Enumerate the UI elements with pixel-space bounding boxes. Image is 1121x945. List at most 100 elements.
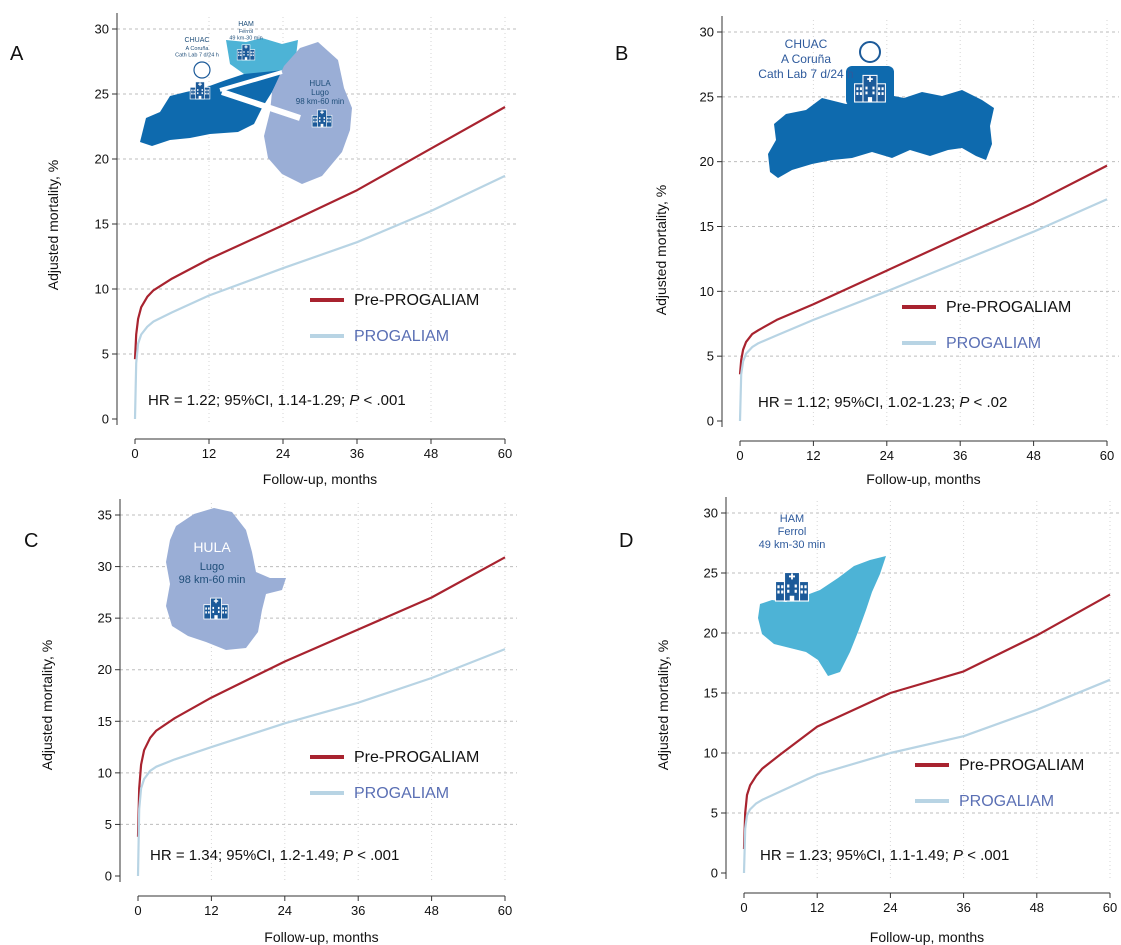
y-tick-label: 25 xyxy=(95,87,109,102)
window xyxy=(222,611,224,614)
y-axis-title: Adjusted mortality, % xyxy=(653,185,669,315)
y-tick-label: 15 xyxy=(700,219,714,234)
window xyxy=(238,54,240,56)
y-tick-label: 0 xyxy=(105,869,112,884)
legend: Pre-PROGALIAM PROGALIAM xyxy=(310,292,479,345)
hazard-ratio-annotation: HR = 1.22; 95%CI, 1.14-1.29; P < .001 xyxy=(148,392,406,409)
map-label-ham: 49 km-30 min xyxy=(229,36,262,42)
cross-icon xyxy=(321,110,323,115)
y-tick-label: 30 xyxy=(98,559,112,574)
series-line-progaliam xyxy=(738,198,1108,422)
x-axis-title: Follow-up, months xyxy=(263,471,377,487)
y-tick-label: 10 xyxy=(700,284,714,299)
x-tick-label: 12 xyxy=(202,446,216,461)
map-label-ham: 49 km-30 min xyxy=(759,539,826,551)
y-tick-label: 15 xyxy=(95,217,109,232)
route-arrow xyxy=(219,70,283,92)
x-axis-title: Follow-up, months xyxy=(866,471,980,487)
window xyxy=(208,611,210,614)
series-line-pre-progaliam xyxy=(133,106,506,360)
window xyxy=(323,117,325,119)
map-label-chuac: CHUAC xyxy=(785,37,828,51)
window xyxy=(800,590,803,594)
coruna-province-shape xyxy=(768,90,994,178)
ham-hospital-icon xyxy=(774,571,810,602)
p-value-symbol: P xyxy=(349,392,359,409)
window xyxy=(878,92,881,95)
window xyxy=(197,89,199,91)
series-line-progaliam xyxy=(136,648,506,877)
y-tick-label: 0 xyxy=(102,412,109,427)
window xyxy=(865,91,868,95)
y-tick-label: 10 xyxy=(95,282,109,297)
window xyxy=(859,87,862,91)
x-tick-label: 60 xyxy=(498,446,512,461)
series-line-pre-progaliam xyxy=(738,164,1108,375)
ham-hospital-icon xyxy=(236,44,256,61)
window xyxy=(319,117,321,119)
window xyxy=(327,117,329,120)
x-tick-label: 24 xyxy=(278,903,292,918)
window xyxy=(787,589,790,593)
door xyxy=(789,595,795,601)
door xyxy=(214,615,218,619)
window xyxy=(800,585,803,589)
y-axis-title: Adjusted mortality, % xyxy=(45,160,61,290)
window xyxy=(878,87,881,91)
y-tick-label: 5 xyxy=(707,349,714,364)
window xyxy=(193,92,195,95)
window xyxy=(247,51,249,53)
x-tick-label: 36 xyxy=(953,448,967,463)
x-tick-label: 48 xyxy=(424,903,438,918)
window xyxy=(881,87,884,91)
series-line-pre-progaliam xyxy=(742,593,1111,850)
x-tick-label: 0 xyxy=(131,446,138,461)
series-line-pre-progaliam xyxy=(136,556,506,837)
x-tick-label: 36 xyxy=(351,903,365,918)
y-tick-label: 25 xyxy=(704,566,718,581)
x-tick-label: 48 xyxy=(1030,900,1044,915)
door xyxy=(198,95,202,99)
hula-hospital-icon xyxy=(311,109,333,128)
window xyxy=(329,117,331,120)
y-tick-label: 20 xyxy=(95,152,109,167)
cross-icon xyxy=(215,598,217,604)
y-tick-label: 25 xyxy=(700,89,714,104)
legend-label-progaliam: PROGALIAM xyxy=(354,785,449,802)
window xyxy=(217,606,220,610)
map-label-chuac: A Coruña xyxy=(781,52,831,66)
y-axis-title: Adjusted mortality, % xyxy=(655,640,671,770)
window xyxy=(781,585,784,589)
window xyxy=(781,590,784,594)
y-tick-label: 20 xyxy=(98,662,112,677)
window xyxy=(865,86,868,90)
y-tick-label: 20 xyxy=(700,154,714,169)
y-tick-label: 0 xyxy=(707,414,714,429)
window xyxy=(787,584,790,588)
hazard-ratio-annotation: HR = 1.34; 95%CI, 1.2-1.49; P < .001 xyxy=(150,847,399,864)
hr-text: HR = 1.23; 95%CI, 1.1-1.49; xyxy=(760,847,953,864)
window xyxy=(207,92,209,95)
legend-label-progaliam: PROGALIAM xyxy=(354,328,449,345)
y-tick-label: 35 xyxy=(98,508,112,523)
x-tick-label: 12 xyxy=(204,903,218,918)
x-tick-label: 12 xyxy=(806,448,820,463)
x-axis-title: Follow-up, months xyxy=(264,929,378,945)
panel-letter: D xyxy=(619,530,633,552)
y-tick-label: 25 xyxy=(98,611,112,626)
map-label-ham: HAM xyxy=(780,513,804,525)
x-tick-label: 48 xyxy=(1026,448,1040,463)
window xyxy=(225,611,227,614)
door xyxy=(320,123,324,127)
hazard-ratio-annotation: HR = 1.12; 95%CI, 1.02-1.23; P < .02 xyxy=(758,394,1007,411)
window xyxy=(881,92,884,95)
x-tick-label: 36 xyxy=(956,900,970,915)
map-label-hula: 98 km-60 min xyxy=(296,97,344,106)
series-line-progaliam xyxy=(133,174,506,420)
hula-hospital-icon xyxy=(203,597,229,620)
window xyxy=(794,584,797,588)
window xyxy=(201,92,203,95)
